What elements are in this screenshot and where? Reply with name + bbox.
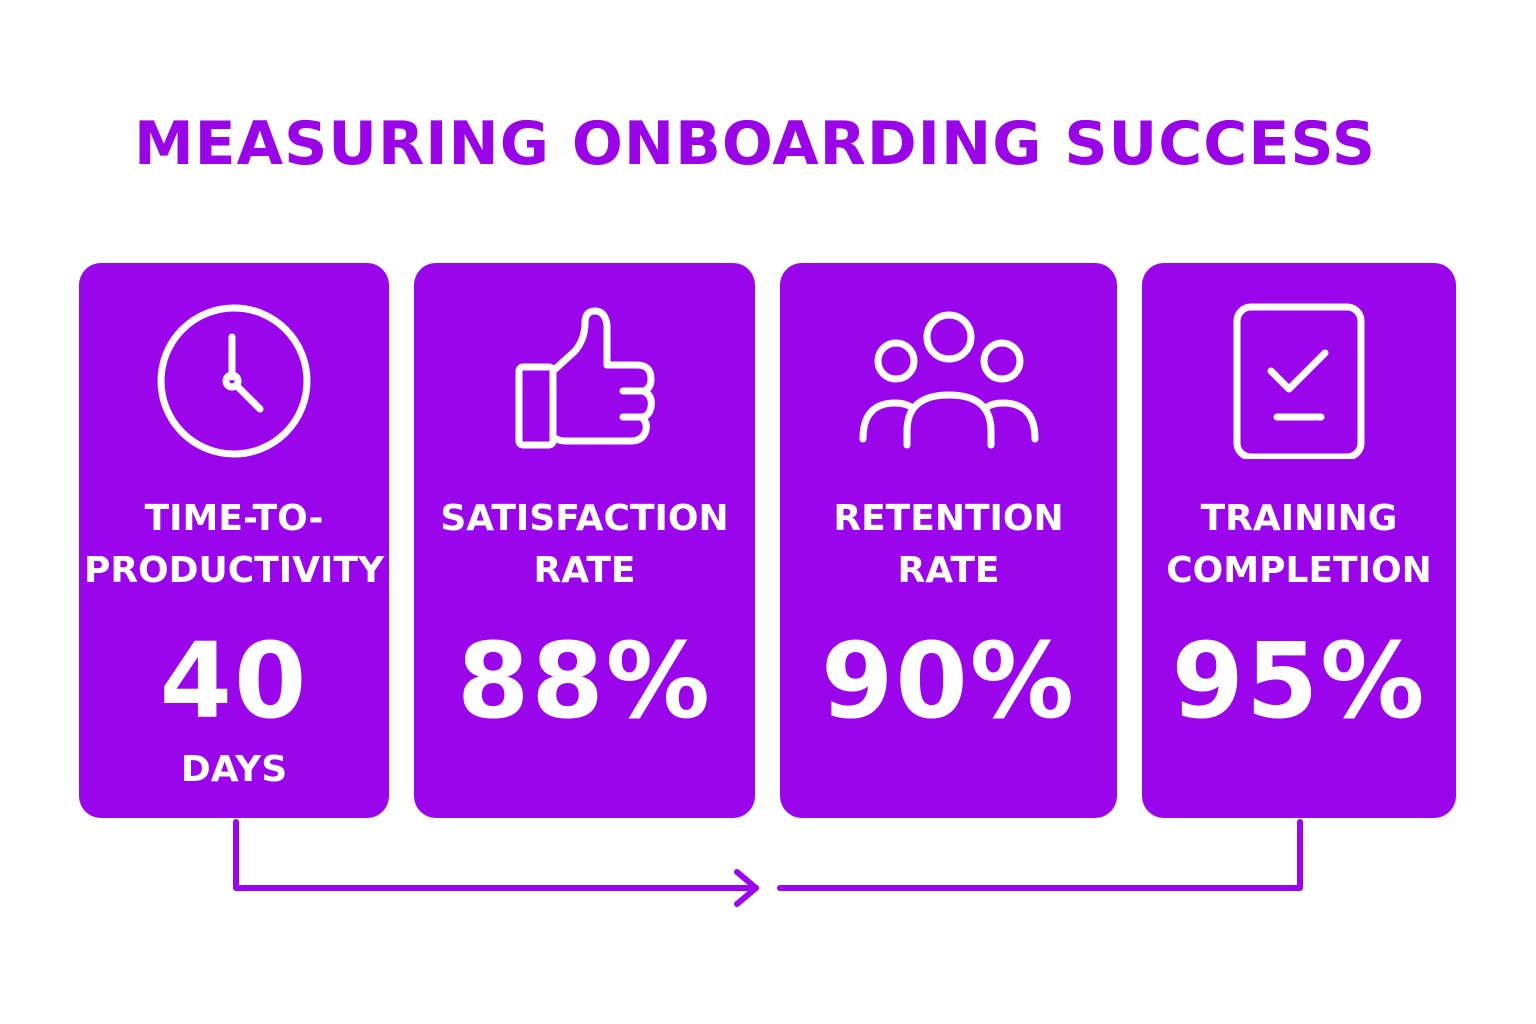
metric-value: 40 [159,620,309,742]
metric-label-line-1: TRAINING [1200,498,1398,539]
metric-label-line-1: RETENTION [833,498,1064,539]
metric-label-line-1: TIME-TO- [144,498,324,539]
metric-label-line-2: RATE [533,550,636,591]
metric-label-line-1: SATISFACTION [440,498,729,539]
clipboard-check-icon [1142,299,1456,459]
metric-label-line-2: PRODUCTIVITY [83,550,385,591]
metric-value: 88% [457,620,712,742]
clock-icon [79,299,389,459]
people-group-icon [780,299,1117,459]
metric-value: 90% [821,620,1076,742]
metric-label-line-2: COMPLETION [1166,550,1432,591]
metric-unit: DAYS [180,749,288,790]
page-title: MEASURING ONBOARDING SUCCESS [133,109,1377,179]
metric-label: TRAINING COMPLETION [1142,493,1456,597]
metric-label: SATISFACTION RATE [414,493,755,597]
metric-card-satisfaction-rate: SATISFACTION RATE 88% [414,263,755,818]
metric-label-line-2: RATE [897,550,1000,591]
metric-value: 95% [1171,620,1427,742]
metric-card-retention-rate: RETENTION RATE 90% [780,263,1117,818]
metric-label: RETENTION RATE [780,493,1117,597]
metric-card-time-to-productivity: TIME-TO- PRODUCTIVITY 40 DAYS [79,263,389,818]
thumbs-up-icon [414,299,755,459]
metric-label: TIME-TO- PRODUCTIVITY [79,493,389,597]
metric-card-training-completion: TRAINING COMPLETION 95% [1142,263,1456,818]
